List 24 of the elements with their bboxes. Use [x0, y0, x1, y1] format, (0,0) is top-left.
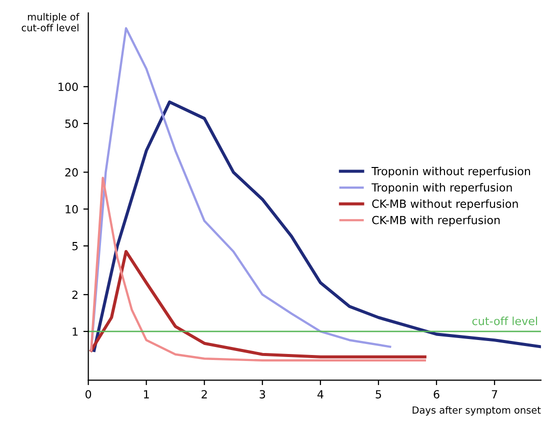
y-tick-label: 10 [66, 205, 78, 214]
legend-label: CK-MB without reperfusion [372, 199, 518, 210]
x-tick-label: 6 [434, 390, 440, 398]
x-tick-label: 1 [144, 390, 149, 398]
line-series [92, 100, 541, 352]
legend-label: Troponin with reperfusion [372, 183, 512, 194]
x-tick-label: 5 [376, 390, 382, 398]
y-tick-label: 50 [65, 119, 78, 128]
legend-label: CK-MB with reperfusion [372, 216, 500, 226]
y-tick-label: 1 [72, 328, 78, 336]
y-tick-label: 100 [58, 82, 78, 92]
y-tick-label: 2 [72, 290, 78, 299]
x-tick-label: 7 [492, 390, 498, 398]
x-tick-label: 2 [202, 390, 207, 398]
y-tick-label: 5 [72, 242, 78, 250]
y-tick-label: 20 [65, 168, 78, 177]
ref-line-label: cut-off level [472, 316, 538, 326]
line-series [90, 250, 426, 358]
x-axis-title: Days after symptom onset [412, 406, 541, 416]
y-axis-title: multiple of cut-off level [22, 12, 80, 32]
x-tick-label: 0 [86, 390, 92, 398]
x-tick-label: 3 [260, 390, 266, 398]
x-tick-label: 4 [317, 390, 324, 398]
legend-label: Troponin without reperfusion [372, 166, 530, 178]
